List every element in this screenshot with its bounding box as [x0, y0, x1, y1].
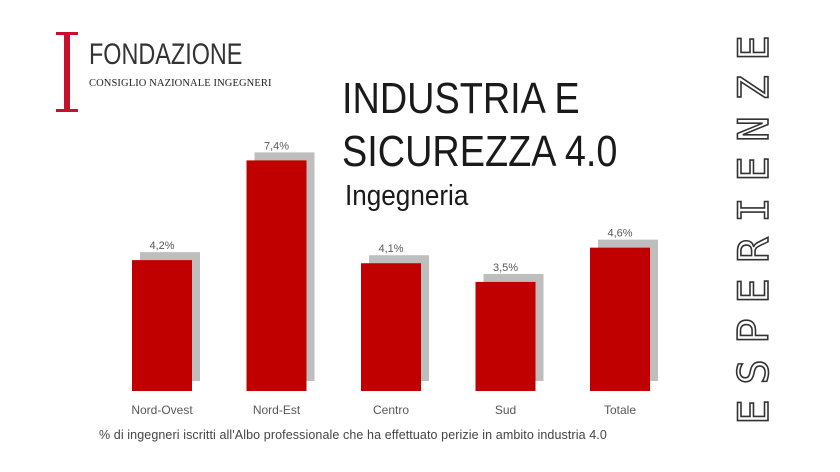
logo-name: FONDAZIONE — [89, 38, 243, 71]
bar-centro — [361, 263, 421, 391]
page-title: INDUSTRIA E SICUREZZA 4.0 — [342, 72, 617, 178]
data-label: 7,4% — [264, 140, 289, 152]
bar-nord-est — [246, 160, 307, 391]
logo-i-mark — [56, 32, 78, 112]
bar-nord-ovest — [132, 260, 192, 391]
data-label: 4,6% — [607, 228, 632, 240]
bar-sud — [475, 281, 536, 391]
category-label: Centro — [373, 403, 409, 417]
bar-totale — [590, 247, 650, 391]
data-label: 3,5% — [493, 262, 518, 274]
category-label: Totale — [604, 403, 636, 417]
chart-footnote: % di ingegneri iscritti all'Albo profess… — [99, 428, 607, 442]
bars-layer — [132, 152, 658, 391]
category-label: Sud — [495, 403, 516, 417]
category-label: Nord-Ovest — [131, 403, 193, 417]
title-line-1: INDUSTRIA E — [342, 74, 580, 123]
logo: FONDAZIONE CONSIGLIO NAZIONALE INGEGNERI — [52, 30, 272, 114]
labels-layer: 4,2% Nord-Ovest 7,4% Nord-Est 4,1% Centro 3,5%… — [131, 140, 636, 417]
logo-subtitle: CONSIGLIO NAZIONALE INGEGNERI — [89, 78, 272, 89]
category-label: Nord-Est — [253, 403, 301, 417]
data-label: 4,1% — [378, 243, 403, 255]
title-line-2: SICUREZZA 4.0 — [342, 127, 618, 176]
page-subtitle: Ingegneria — [345, 180, 469, 212]
data-label: 4,2% — [149, 240, 174, 252]
